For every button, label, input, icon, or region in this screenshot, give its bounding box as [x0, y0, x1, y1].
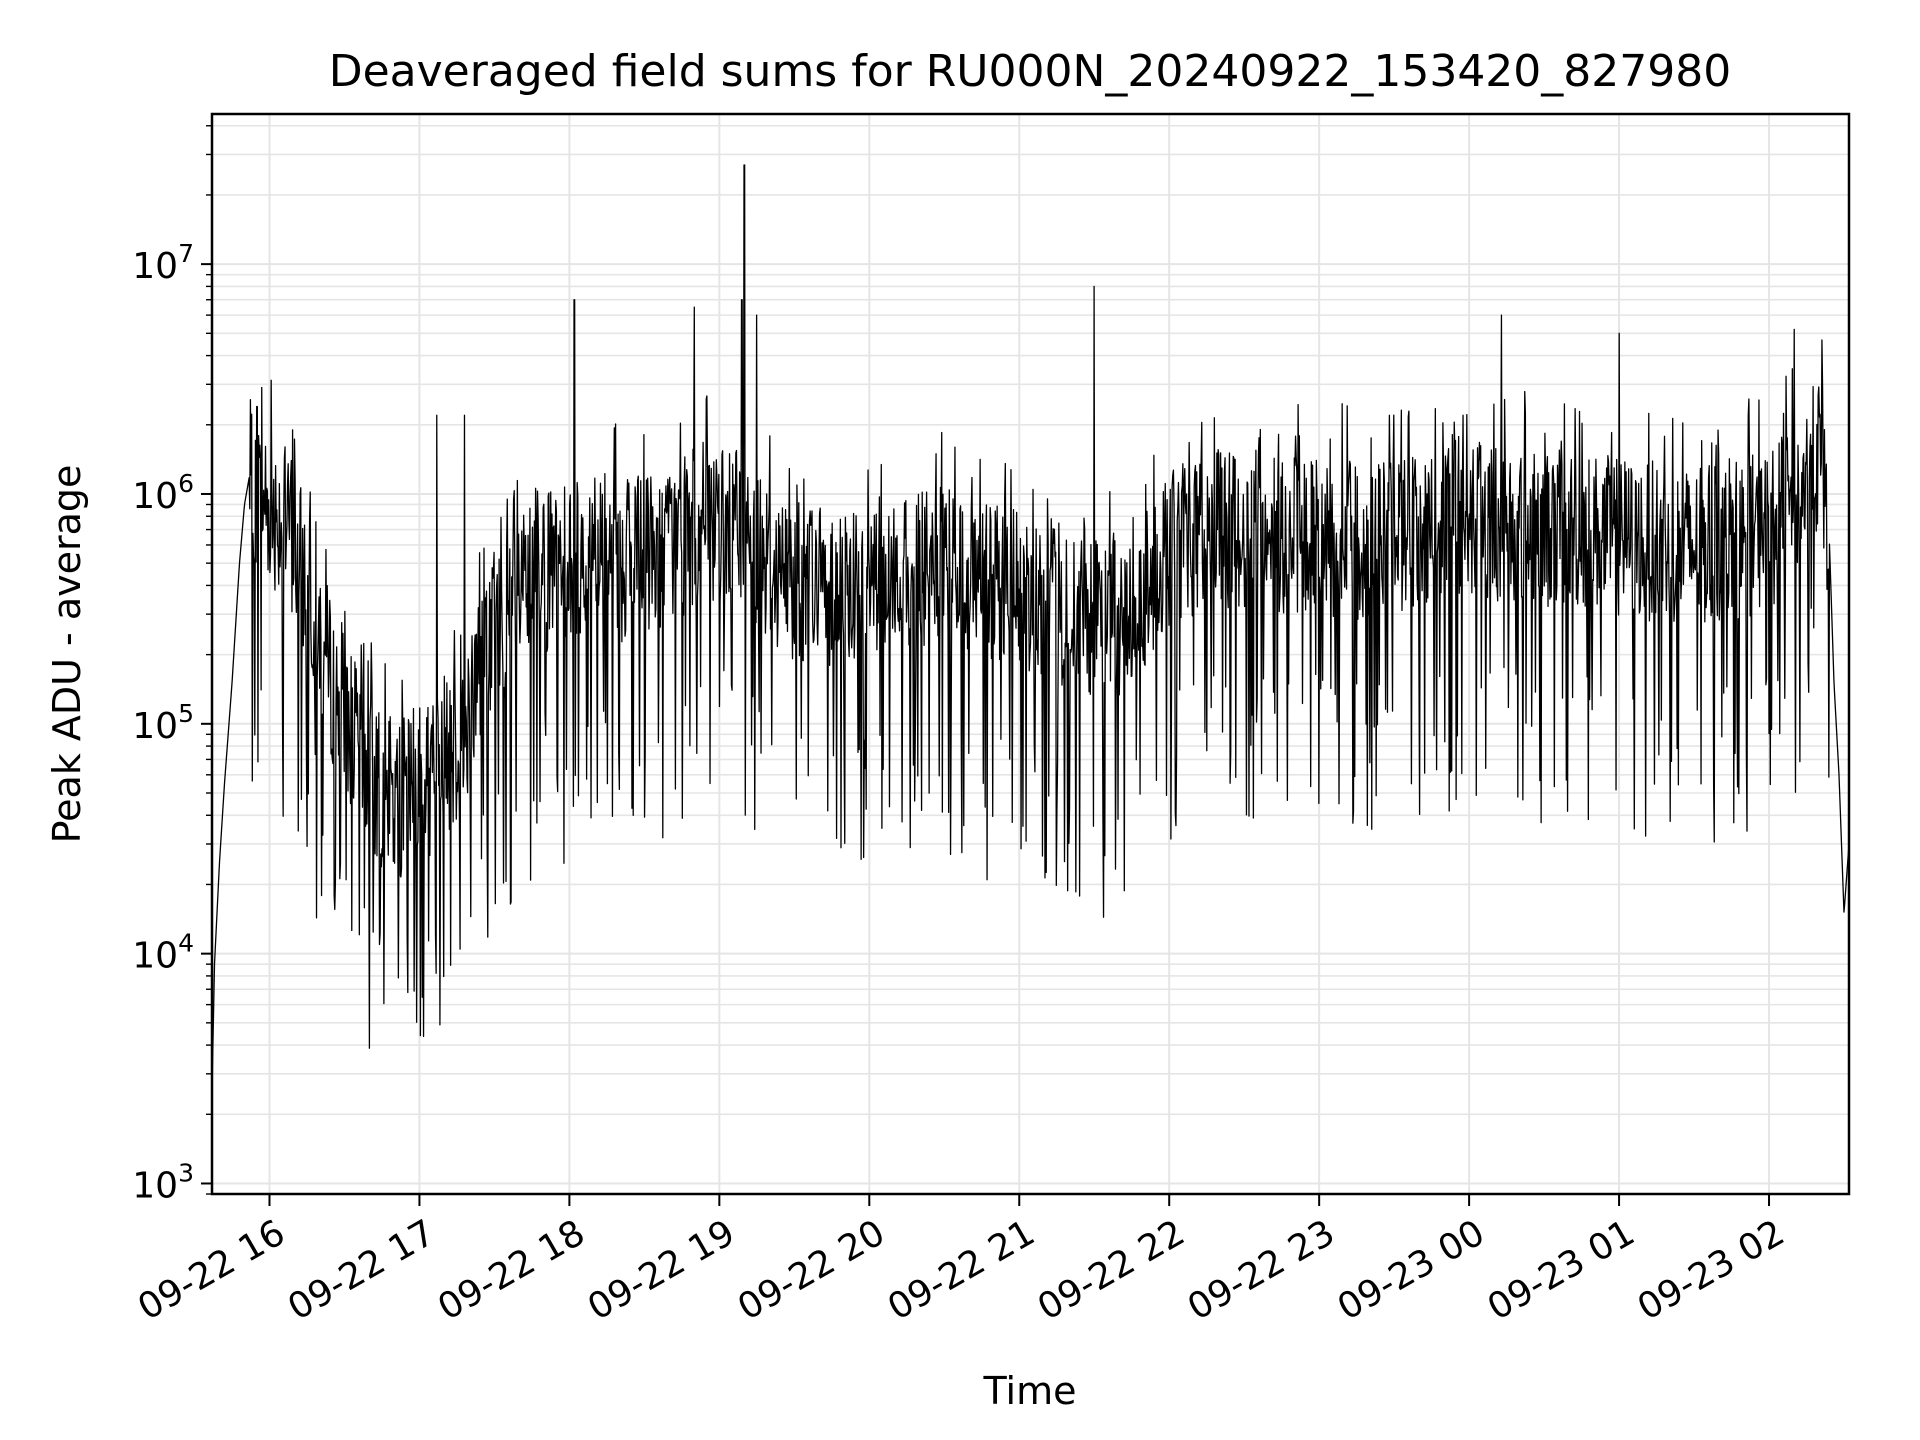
y-axis-label: Peak ADU - average	[45, 465, 89, 844]
y-tick-exponent: 7	[178, 239, 194, 268]
y-tick-exponent: 3	[178, 1158, 194, 1187]
y-tick-base: 10	[132, 246, 178, 287]
y-tick-base: 10	[132, 1165, 178, 1206]
y-tick-label: 107	[132, 239, 194, 287]
y-tick-exponent: 4	[178, 929, 194, 958]
y-tick-label: 106	[132, 469, 194, 517]
x-axis-label: Time	[983, 1369, 1077, 1413]
series-group	[211, 164, 1850, 1093]
y-tick-base: 10	[132, 476, 178, 517]
y-tick-base: 10	[132, 706, 178, 747]
series-line	[211, 164, 1850, 1093]
y-tick-exponent: 5	[178, 699, 194, 728]
y-tick-label: 105	[132, 699, 194, 747]
y-tick-base: 10	[132, 936, 178, 977]
y-tick-exponent: 6	[178, 469, 194, 498]
chart-title: Deaveraged field sums for RU000N_2024092…	[329, 46, 1732, 97]
y-tick-label: 104	[132, 929, 194, 977]
y-tick-label: 103	[132, 1158, 194, 1206]
